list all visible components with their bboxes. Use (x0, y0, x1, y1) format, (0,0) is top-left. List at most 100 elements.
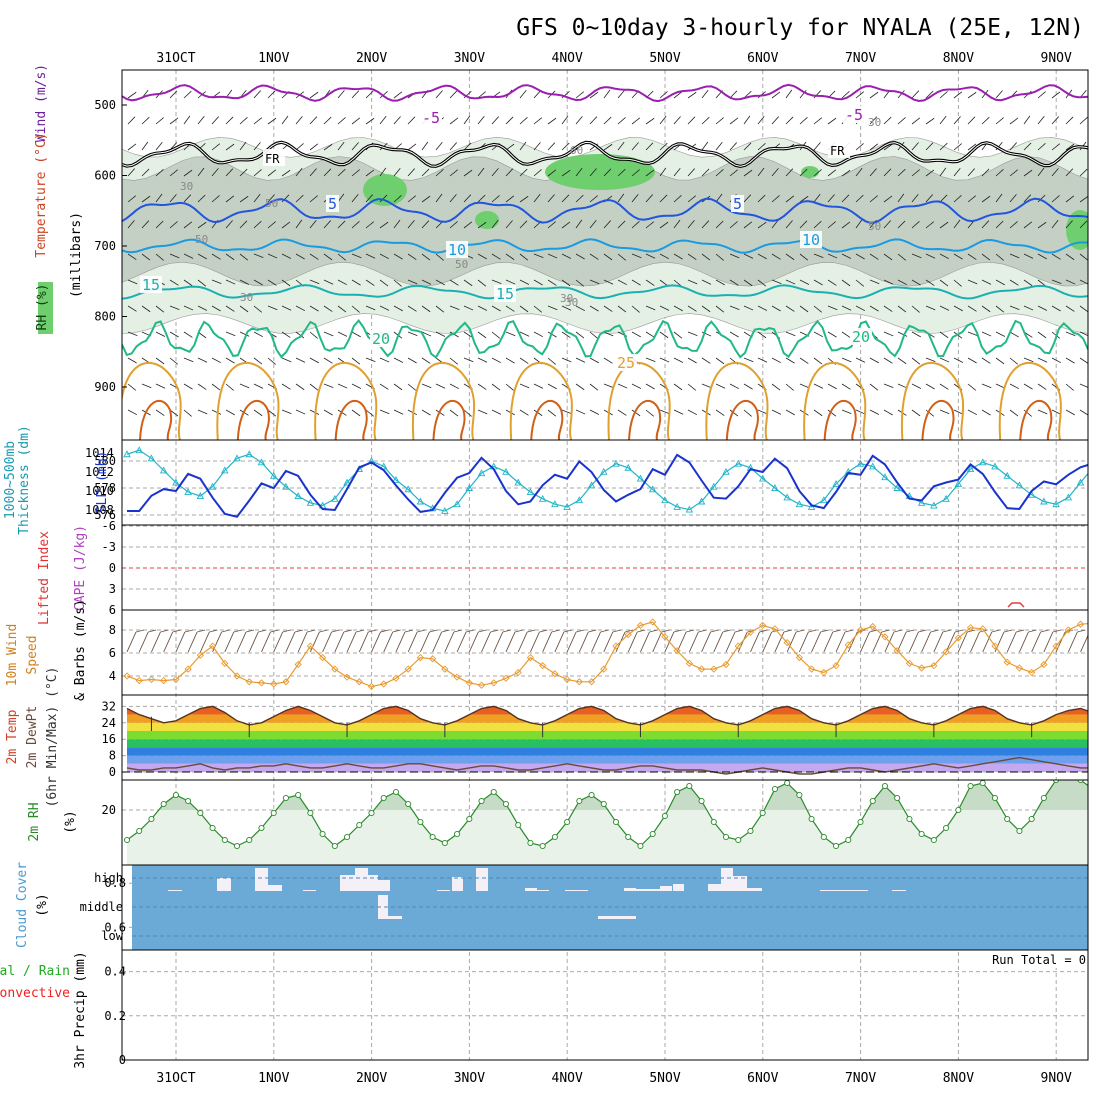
wind-barb (1065, 220, 1073, 229)
wind-speed-series-marker (160, 676, 168, 685)
thickness-series-marker (465, 484, 474, 491)
wind-barb (729, 221, 738, 229)
wind-speed-series-marker (428, 655, 437, 663)
thickness-series-marker (1064, 493, 1073, 501)
wind-barb (323, 331, 334, 337)
wind-barb-10m (713, 631, 724, 653)
wind-barb (729, 331, 739, 338)
wind-barb (225, 253, 235, 261)
thickness-series-marker (930, 501, 938, 509)
wind-barb (253, 409, 263, 417)
wind-barb-flag (368, 629, 377, 633)
wind-barb-flag (233, 629, 242, 633)
wind-barb (267, 221, 276, 229)
contour-label-10-bg (446, 241, 468, 258)
wind-barb-10m (872, 631, 883, 653)
upper-label-millibars: (millibars) (69, 212, 84, 298)
wind-barb (309, 116, 318, 125)
wind-barb (1023, 305, 1034, 311)
rh-2m-series-marker (674, 788, 681, 796)
wind-barb (869, 279, 880, 285)
wind-barb-10m (578, 631, 589, 653)
wind-barb (1079, 305, 1088, 313)
wind-barb-flag (686, 629, 695, 633)
wind-barb (869, 253, 879, 260)
wind-barb (673, 331, 683, 339)
wind-barb-flag (759, 629, 768, 633)
wind-barb-10m (187, 631, 198, 653)
wind-barb (1065, 143, 1075, 151)
rh-2m-series-marker (833, 842, 840, 850)
wind-barb-flag (417, 629, 426, 633)
wind-barb (169, 357, 179, 365)
wind-barb (771, 195, 780, 203)
li-tick: -3 (102, 540, 116, 554)
chart-content: -5 -5 FR FR 5 5 10 10 15 15 20 20 25 30 50 60 30 50 30 50 30… (122, 83, 1100, 968)
thickness-series-marker (587, 481, 596, 489)
wind-barb (813, 220, 822, 229)
wind-barb-10m (957, 631, 968, 653)
wind-barb (435, 90, 443, 99)
wind-barb (785, 195, 795, 203)
cloud-high (565, 890, 588, 891)
wind-barb-flag (954, 629, 964, 633)
wind-barb (463, 357, 474, 363)
wind-barb-10m (273, 631, 284, 653)
wind-barb (155, 409, 165, 416)
wind-barb (575, 116, 583, 125)
contour-label-10-b: 10 (802, 231, 820, 249)
wind-barb (1094, 142, 1100, 150)
wind-barb (421, 253, 431, 261)
wind-barb (617, 253, 627, 261)
wind-barb (771, 91, 781, 99)
wind-barb (799, 383, 810, 389)
wind-barb (827, 279, 837, 286)
wind-barb (1051, 253, 1061, 260)
wind-barb (127, 409, 138, 416)
wind-barb (449, 279, 459, 286)
wind-barb-flag (869, 629, 878, 633)
wind-barb-10m (151, 631, 161, 653)
wind-barb (211, 305, 221, 312)
wind-barb (365, 169, 375, 177)
wind-barb (1065, 305, 1075, 312)
wind-barb (505, 116, 514, 125)
temp-band (127, 763, 1088, 772)
wind-barb (589, 116, 598, 125)
wind-barb (519, 253, 529, 261)
wind-speed-series-marker (856, 626, 865, 634)
slp-label-layer: 1000~500mb (3, 441, 18, 519)
wind-barb (211, 383, 221, 391)
wind-barb (715, 169, 724, 177)
wind-barb (1094, 118, 1100, 124)
temp-band (127, 739, 1088, 748)
wind-barb (911, 142, 919, 151)
wind-barb (421, 141, 429, 151)
wind-barb-flag (245, 629, 255, 633)
wind-barb (1094, 384, 1100, 388)
rh2m-label: 2m RH (27, 802, 42, 841)
wind-barb (239, 168, 248, 177)
wind-barb (659, 167, 667, 177)
wind-barb (1009, 117, 1019, 125)
wind-barb (435, 383, 446, 389)
rh-2m-series-marker (209, 824, 216, 832)
wind-barb-flag (918, 629, 927, 633)
wind-barb (323, 143, 333, 151)
temp-contour-25 (216, 361, 280, 440)
wind-barb-flag (331, 629, 340, 633)
wind-barb-flag (270, 629, 279, 633)
temp-tick: 0 (109, 765, 116, 779)
rh-2m-series-marker (955, 806, 962, 814)
temp-tick: 16 (102, 732, 116, 746)
temp-contour-25 (705, 361, 769, 440)
wind-barb (421, 305, 431, 313)
wind-barb (855, 219, 863, 229)
wind-barb (435, 169, 444, 177)
wind-barb (141, 253, 151, 261)
thickness-series-marker (758, 474, 767, 482)
wind-barb-10m (798, 631, 809, 653)
wind-barb-10m (994, 631, 1005, 653)
wind-barb (505, 168, 514, 177)
temp-contour-5 (122, 197, 1088, 224)
